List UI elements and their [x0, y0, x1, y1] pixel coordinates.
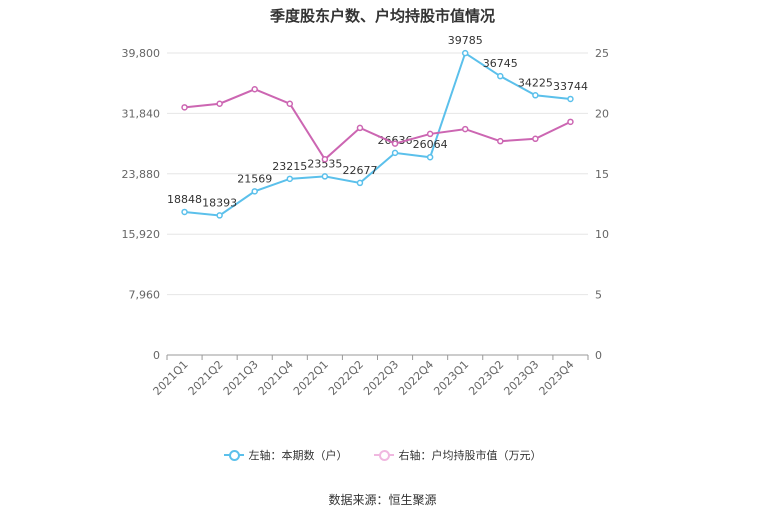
data-point-0	[426, 153, 434, 161]
x-axis-tick-label: 2023Q3	[501, 358, 541, 398]
x-axis-tick-label: 2021Q4	[256, 358, 296, 398]
x-axis-tick-label: 2022Q2	[326, 358, 366, 398]
data-point-1	[356, 124, 364, 132]
legend-label-households: 左轴：本期数（户）	[248, 449, 348, 462]
data-point-1	[251, 85, 258, 93]
series-line-0	[184, 51, 571, 217]
data-point-1	[497, 137, 504, 145]
data-point-0	[532, 92, 539, 99]
legend-item-avg-holding[interactable]: 右轴：户均持股市值（万元）	[373, 447, 542, 463]
data-point-1	[461, 125, 469, 133]
data-label: 36745	[483, 57, 518, 70]
data-point-1	[286, 100, 294, 107]
x-axis-tick-label: 2023Q4	[537, 358, 577, 398]
data-point-1	[426, 130, 434, 138]
right-axis-tick-label: 5	[595, 289, 602, 302]
data-point-0	[321, 173, 329, 180]
data-label: 23535	[307, 157, 342, 170]
data-label: 21569	[237, 172, 272, 185]
data-point-0	[251, 188, 258, 195]
data-source: 数据来源：恒生聚源	[328, 493, 437, 507]
line-chart: 0 0 7,960 5 15,920 10 23,880 15 31,840 20 39,800 25…	[122, 34, 610, 398]
left-axis-tick-label: 23,880	[122, 168, 161, 181]
data-point-0	[356, 179, 364, 187]
legend: 左轴：本期数（户） 右轴：户均持股市值（万元）	[0, 447, 765, 463]
legend-swatch-avg-holding	[373, 449, 394, 461]
data-point-0	[497, 72, 504, 80]
chart-title: 季度股东户数、户均持股市值情况	[269, 7, 495, 25]
x-axis-tick-label: 2022Q4	[396, 358, 436, 398]
data-point-0	[181, 208, 188, 216]
left-axis-tick-label: 31,840	[122, 107, 161, 120]
data-label: 26064	[413, 138, 448, 151]
right-axis-tick-label: 15	[595, 168, 609, 181]
data-point-1	[567, 118, 574, 126]
x-axis-tick-label: 2023Q2	[466, 358, 506, 398]
left-axis-tick-label: 7,960	[129, 289, 161, 302]
data-point-1	[321, 156, 329, 163]
legend-label-avg-holding: 右轴：户均持股市值（万元）	[398, 449, 542, 462]
right-axis-tick-label: 10	[595, 228, 609, 241]
data-label: 18848	[167, 193, 202, 206]
data-point-1	[391, 140, 399, 147]
x-axis-tick-label: 2023Q1	[431, 358, 471, 398]
data-point-1	[532, 135, 539, 143]
left-axis-tick-label: 15,920	[122, 228, 161, 241]
x-axis-tick-label: 2022Q3	[361, 358, 401, 398]
data-label: 39785	[448, 34, 483, 47]
left-axis-tick-label: 39,800	[122, 47, 161, 60]
right-axis-tick-label: 0	[595, 349, 602, 362]
data-point-0	[567, 95, 574, 103]
data-point-1	[216, 100, 223, 107]
data-label: 22677	[342, 164, 377, 177]
data-point-0	[216, 212, 223, 219]
data-point-0	[286, 175, 294, 183]
right-axis-tick-label: 25	[595, 47, 609, 60]
data-point-1	[181, 104, 188, 111]
legend-item-households[interactable]: 左轴：本期数（户）	[223, 447, 348, 463]
data-label: 33744	[553, 80, 588, 93]
data-label: 18393	[202, 196, 237, 209]
x-axis-tick-label: 2021Q3	[221, 358, 261, 398]
data-label: 34225	[518, 76, 553, 89]
left-axis-tick-label: 0	[153, 349, 160, 362]
data-point-0	[461, 49, 469, 57]
x-axis-tick-label: 2021Q2	[186, 358, 226, 398]
right-axis-tick-label: 20	[595, 107, 609, 120]
data-label: 23215	[272, 160, 307, 173]
x-axis-tick-label: 2021Q1	[151, 358, 191, 398]
series-line-1	[184, 88, 571, 161]
x-axis-tick-label: 2022Q1	[291, 358, 331, 398]
legend-swatch-households	[223, 449, 244, 461]
data-point-0	[391, 149, 399, 157]
